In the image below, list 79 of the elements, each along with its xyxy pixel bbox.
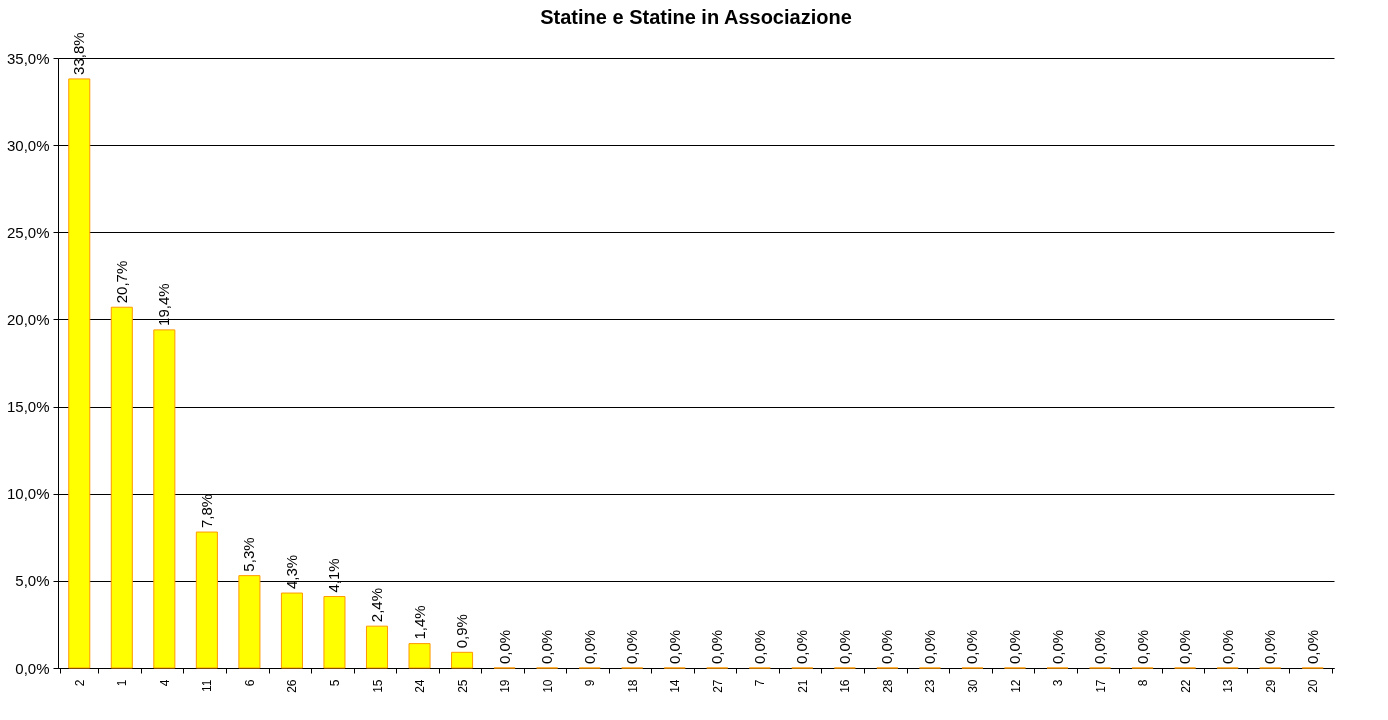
data-label: 0,0% <box>963 629 981 664</box>
data-label: 0,0% <box>623 629 641 664</box>
data-label: 0,0% <box>920 629 938 664</box>
data-label: 5,3% <box>240 537 258 572</box>
x-tick-label: 22 <box>1178 679 1193 693</box>
x-tick-label: 16 <box>838 679 853 693</box>
data-label: 0,0% <box>665 629 683 664</box>
x-tick-label: 1 <box>115 679 130 687</box>
data-label: 0,0% <box>793 629 811 664</box>
data-label: 0,0% <box>1133 629 1151 664</box>
x-tick-label: 11 <box>200 679 215 692</box>
data-label: 4,3% <box>282 554 300 590</box>
y-tick-label: 15,0% <box>6 398 50 416</box>
bar <box>195 531 218 669</box>
y-tick-label: 35,0% <box>6 49 50 67</box>
data-label: 0,0% <box>1218 629 1236 664</box>
y-tick-label: 0,0% <box>15 659 50 677</box>
bar <box>238 575 261 669</box>
x-tick-label: 21 <box>795 679 810 693</box>
data-label: 0,0% <box>495 629 513 664</box>
x-tick-label: 25 <box>455 679 470 693</box>
data-label: 0,0% <box>878 629 896 664</box>
bar <box>153 329 176 669</box>
data-label: 20,7% <box>112 260 130 304</box>
bar <box>68 78 91 669</box>
chart-title: Statine e Statine in Associazione <box>540 6 852 29</box>
data-label: 0,0% <box>580 629 598 664</box>
data-label: 0,0% <box>750 629 768 664</box>
x-tick-label: 5 <box>327 679 342 687</box>
x-tick-label: 13 <box>1221 679 1236 693</box>
x-tick-label: 14 <box>668 679 683 693</box>
x-tick-label: 19 <box>498 679 513 693</box>
x-tick-label: 17 <box>1093 679 1108 693</box>
data-label: 0,0% <box>1303 629 1321 664</box>
data-label: 7,8% <box>197 493 215 529</box>
x-tick-label: 23 <box>923 679 938 693</box>
data-label: 0,0% <box>538 629 556 664</box>
x-tick-label: 2 <box>72 679 87 687</box>
y-tick-label: 5,0% <box>15 572 50 590</box>
data-label: 19,4% <box>155 283 173 326</box>
bar <box>451 651 474 669</box>
x-tick-label: 20 <box>1306 679 1321 693</box>
data-label: 1,4% <box>410 605 428 640</box>
data-label: 0,0% <box>1261 629 1279 664</box>
data-label: 0,0% <box>1091 629 1109 664</box>
y-tick-label: 20,0% <box>6 310 50 328</box>
data-label: 0,0% <box>1006 629 1023 664</box>
x-tick-label: 29 <box>1263 679 1278 693</box>
x-tick-label: 6 <box>242 679 257 687</box>
bar <box>280 592 303 669</box>
x-tick-label: 12 <box>1008 679 1023 693</box>
data-label: 0,0% <box>708 629 726 664</box>
bar <box>365 625 389 669</box>
x-tick-label: 26 <box>285 679 300 693</box>
y-tick-label: 30,0% <box>6 136 50 154</box>
x-tick-label: 30 <box>965 679 980 693</box>
x-tick-label: 7 <box>753 679 768 687</box>
x-tick-label: 28 <box>880 679 895 693</box>
x-tick-label: 4 <box>157 679 172 687</box>
data-label: 0,0% <box>1176 629 1194 664</box>
x-tick-label: 9 <box>583 679 598 687</box>
x-tick-label: 10 <box>540 679 555 693</box>
x-tick-label: 27 <box>710 679 725 693</box>
data-label: 0,9% <box>453 614 471 649</box>
y-tick-label: 10,0% <box>6 485 50 503</box>
bar <box>110 306 133 669</box>
x-tick-label: 15 <box>370 679 385 693</box>
bar <box>408 643 431 669</box>
y-tick-label: 25,0% <box>6 223 50 241</box>
data-label: 2,4% <box>368 587 385 623</box>
data-label: 0,0% <box>1048 629 1066 664</box>
bar <box>323 596 346 669</box>
x-tick-label: 3 <box>1051 679 1066 687</box>
data-label: 4,1% <box>325 558 343 593</box>
data-label: 33,8% <box>70 32 88 75</box>
data-label: 0,0% <box>835 629 853 664</box>
x-tick-label: 8 <box>1136 679 1151 687</box>
x-tick-label: 24 <box>413 679 428 693</box>
x-tick-label: 18 <box>625 679 640 693</box>
